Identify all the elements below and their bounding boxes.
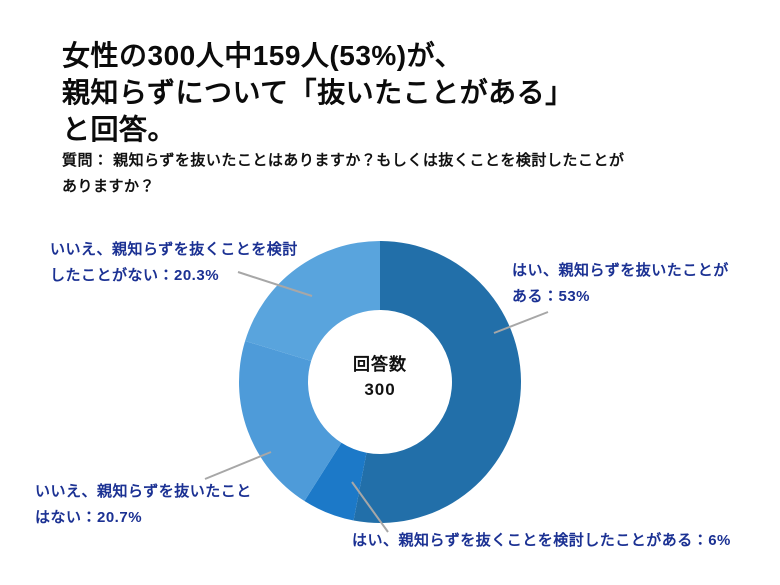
- survey-question-text: 質問： 親知らずを抜いたことはありますか？もしくは抜くことを検討したことが あり…: [62, 152, 625, 195]
- callout-label-yes-extracted-53: はい、親知らずを抜いたことが ある：53%: [512, 262, 729, 305]
- donut-center-label: 回答数 300: [310, 352, 450, 402]
- donut-segments: [239, 241, 521, 523]
- donut-segment-1: [304, 442, 367, 521]
- leader-line-0: [237, 271, 313, 297]
- leader-line-3: [351, 481, 389, 533]
- donut-segment-0: [353, 241, 521, 523]
- callout-label-no-considered-20-3: いいえ、親知らずを抜くことを検討 したことがない：20.3%: [50, 241, 298, 284]
- donut-segment-2: [239, 340, 342, 502]
- callout-leader-lines: [204, 271, 549, 533]
- leader-line-1: [493, 311, 549, 334]
- center-label-text: 回答数: [353, 355, 407, 374]
- donut-segment-3: [245, 241, 380, 362]
- callout-label-no-extracted-20-7: いいえ、親知らずを抜いたこと はない：20.7%: [35, 483, 252, 526]
- page-title: 女性の300人中159人(53%)が、 親知らずについて「抜いたことがある」 と…: [62, 39, 574, 145]
- center-label-value: 300: [364, 380, 396, 399]
- callout-label-yes-considered-6: はい、親知らずを抜くことを検討したことがある：6%: [352, 532, 731, 549]
- leader-line-2: [204, 451, 272, 480]
